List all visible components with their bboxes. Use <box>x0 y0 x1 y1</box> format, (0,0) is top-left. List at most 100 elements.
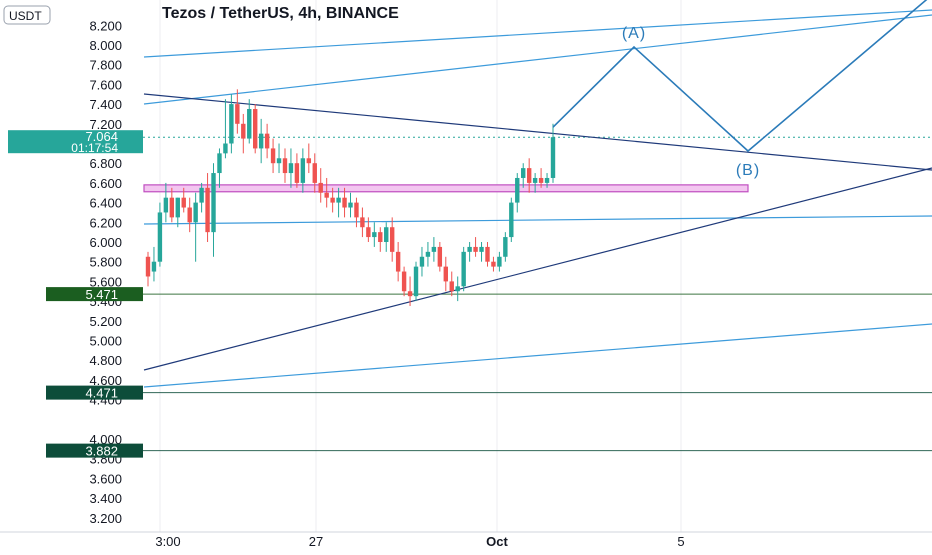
candle[interactable] <box>324 177 329 208</box>
price-tick-label: 4.000 <box>89 432 122 447</box>
channel-upper-line[interactable] <box>143 14 932 105</box>
candle[interactable] <box>336 187 341 218</box>
candle-body <box>419 256 425 267</box>
candle[interactable] <box>247 99 252 144</box>
candle-body <box>282 158 288 174</box>
candle-body <box>449 281 454 292</box>
candle[interactable] <box>467 242 472 262</box>
candle-body <box>348 202 353 208</box>
candle[interactable] <box>521 163 526 188</box>
candle[interactable] <box>229 94 234 154</box>
candle[interactable] <box>205 173 210 242</box>
candle[interactable] <box>526 158 532 193</box>
candle[interactable] <box>300 148 306 193</box>
price-tick-label: 7.200 <box>89 117 122 132</box>
channel-top-line[interactable] <box>143 9 932 58</box>
candle[interactable] <box>437 242 443 272</box>
candle[interactable] <box>354 197 359 228</box>
candle[interactable] <box>270 138 276 174</box>
candle[interactable] <box>306 143 312 174</box>
candle[interactable] <box>145 251 151 287</box>
candle[interactable] <box>515 173 520 213</box>
price-level-badge[interactable]: 3.882 <box>46 443 143 459</box>
candle[interactable] <box>211 163 216 257</box>
candle[interactable] <box>407 276 413 307</box>
candle[interactable] <box>384 222 389 252</box>
candle[interactable] <box>419 246 425 277</box>
candle[interactable] <box>431 237 437 262</box>
candle[interactable] <box>312 153 317 193</box>
candle[interactable] <box>479 242 484 262</box>
candle[interactable] <box>544 173 550 188</box>
candle[interactable] <box>491 256 496 272</box>
candle[interactable] <box>151 246 157 282</box>
candle[interactable] <box>550 123 556 183</box>
candle[interactable] <box>360 207 365 238</box>
candle[interactable] <box>449 271 454 297</box>
candle[interactable] <box>455 276 460 302</box>
candle[interactable] <box>378 227 383 252</box>
candle[interactable] <box>413 261 419 302</box>
candle[interactable] <box>187 197 192 233</box>
candle[interactable] <box>473 237 478 257</box>
candle[interactable] <box>258 118 264 164</box>
candle[interactable] <box>485 242 490 267</box>
channel-lower-line[interactable] <box>143 323 932 388</box>
channel-mid-line[interactable] <box>143 215 932 225</box>
candle[interactable] <box>366 217 371 242</box>
candle[interactable] <box>282 148 288 183</box>
candle[interactable] <box>223 99 228 159</box>
price-level-badge[interactable]: 5.471 <box>46 287 143 302</box>
candle[interactable] <box>199 182 204 213</box>
candle[interactable] <box>497 251 502 272</box>
support-trendline[interactable] <box>143 167 932 371</box>
candle-body <box>151 261 157 272</box>
candle[interactable] <box>372 222 377 247</box>
candle[interactable] <box>318 168 323 203</box>
candle[interactable] <box>264 123 270 159</box>
candle-body <box>431 246 437 252</box>
wave-projection-path[interactable] <box>552 0 932 153</box>
candle[interactable] <box>163 182 169 223</box>
candle[interactable] <box>395 242 401 282</box>
candle[interactable] <box>157 202 163 267</box>
candle[interactable] <box>348 192 353 218</box>
candle[interactable] <box>235 89 240 134</box>
candle[interactable] <box>288 148 294 188</box>
candle[interactable] <box>181 187 186 213</box>
candle[interactable] <box>443 256 448 292</box>
candle[interactable] <box>193 192 198 262</box>
candle[interactable] <box>342 187 347 218</box>
candle[interactable] <box>425 242 431 267</box>
price-level-badge-label: 4.471 <box>85 386 118 401</box>
candle[interactable] <box>294 153 300 188</box>
candle[interactable] <box>253 104 258 154</box>
candle[interactable] <box>389 217 395 262</box>
candle[interactable] <box>276 143 282 174</box>
candle[interactable] <box>538 168 544 188</box>
currency-badge[interactable]: USDT <box>3 5 51 25</box>
candle-body <box>372 232 377 238</box>
resistance-trendline[interactable] <box>143 93 932 171</box>
support-zone-rect[interactable] <box>143 184 749 193</box>
price-tick-label: 6.600 <box>89 176 122 191</box>
candle[interactable] <box>169 187 175 223</box>
candle[interactable] <box>509 197 514 242</box>
candle[interactable] <box>503 232 508 262</box>
candle[interactable] <box>241 113 246 154</box>
candle-body <box>425 251 431 257</box>
price-level-badge[interactable]: 4.471 <box>46 385 143 401</box>
candle[interactable] <box>532 173 538 193</box>
candle-body <box>306 158 312 164</box>
candle-body <box>205 187 210 233</box>
currency-label: USDT <box>9 9 42 23</box>
candle[interactable] <box>175 197 180 228</box>
candle[interactable] <box>401 266 407 297</box>
candle[interactable] <box>461 246 466 292</box>
candle[interactable] <box>217 148 222 188</box>
candle-body <box>503 237 508 257</box>
candle[interactable] <box>330 187 335 213</box>
